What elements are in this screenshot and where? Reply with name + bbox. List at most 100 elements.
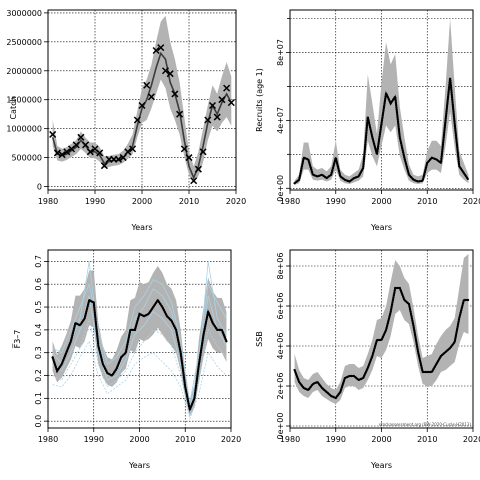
observation-point [77,133,85,141]
x-tick-label: 2020 [463,197,480,206]
x-tick-label: 2020 [463,435,480,444]
y-axis-title: Catch [9,96,18,119]
observation-point [161,67,170,75]
y-axis-title: Recruits (age 1) [255,68,264,132]
age-line [52,318,227,417]
observation-point [171,90,179,98]
y-tick-label: 8e+07 [276,39,285,66]
observation-point [138,101,146,110]
observation-point [157,44,165,52]
y-tick-label: 4e+07 [276,107,285,134]
observation-point [213,113,221,121]
x-tick-label: 1990 [84,435,104,444]
y-tick-label: 2e+06 [276,373,285,400]
estimate-dots [293,286,470,400]
x-tick-label: 2020 [226,197,246,206]
x-tick-label: 1990 [326,435,346,444]
observation-point [180,145,188,153]
age-line [52,279,227,403]
estimate-dots [293,77,470,185]
x-tick-label: 1990 [85,197,105,206]
observation-point [86,148,94,156]
observation-point [147,93,155,101]
y-axis-title: SSB [255,331,264,347]
y-tick-label: 2000000 [6,67,42,76]
observation-point [49,130,57,138]
y-axis-title: F̅3–7 [12,330,22,349]
observation-point [119,154,127,162]
y-tick-label: 0.6 [34,278,43,291]
x-tick-label: 2000 [132,197,152,206]
observation-point [199,148,207,156]
observation-point [190,177,198,185]
observation-point [53,149,61,157]
observation-point [82,141,90,149]
x-axis-title: Years [130,223,152,232]
y-tick-label: 8e+06 [276,253,285,280]
observation-point [204,116,212,124]
y-tick-label: 6e+06 [276,293,285,320]
observation-point [114,155,123,163]
age-line [52,340,227,421]
observation-point [185,154,193,162]
x-tick-label: 1990 [326,197,346,206]
confidence-band [294,254,469,404]
x-axis-title: Years [128,461,150,470]
x-tick-label: 2010 [175,435,195,444]
y-tick-label: 0.2 [34,369,43,382]
x-axis-title: Years [370,461,392,470]
x-tick-label: 2020 [221,435,241,444]
observation-point [152,46,160,55]
observation-point [176,110,184,118]
x-tick-label: 1980 [38,197,58,206]
y-tick-label: 0.1 [34,392,43,405]
x-tick-label: 2010 [417,197,437,206]
x-tick-label: 2000 [371,197,391,206]
y-tick-label: 0.0 [34,415,43,428]
observation-point [96,149,104,157]
observation-point [124,148,132,156]
x-tick-label: 2010 [179,197,199,206]
x-axis-title: Years [370,223,392,232]
x-tick-label: 1980 [38,435,58,444]
catch-panel: 1980 1990 2000 2010 2020 0 500000 1000000 150000… [6,9,246,232]
y-tick-label: 0e+00 [276,175,285,202]
y-tick-label: 4e+06 [276,333,285,360]
observation-point [208,101,217,110]
observation-point [143,81,151,89]
observation-point [58,151,66,159]
observation-point [72,141,80,149]
observation-point [133,116,141,124]
observation-point [227,99,235,107]
confidence-band [294,18,469,185]
y-tick-label: 1500000 [6,96,42,105]
observation-point [223,84,231,92]
y-tick-label: 2500000 [6,38,42,47]
x-tick-label: 2000 [129,435,149,444]
y-tick-label: 0e+00 [276,413,285,440]
observation-point [129,145,137,153]
y-tick-label: 0.7 [34,255,43,268]
confidence-band [52,15,232,184]
fishing-mortality-panel: 1980 1990 2000 2010 2020 0.0 0.1 0.2 0.3 0.4 0.5 0.… [12,249,241,470]
observation-point [218,96,226,104]
confidence-band [52,265,227,417]
y-tick-label: 0.5 [34,301,43,314]
y-tick-label: 0.3 [34,346,43,359]
observation-point [63,148,71,156]
ssb-panel: 1980 1990 2000 2010 2020 0e+00 2e+06 4e+06 6e+06… [255,249,480,470]
recruits-panel: 1980 1990 2000 2010 2020 0e+00 4e+07 8e+07 Years… [255,9,480,232]
observation-point [166,70,174,78]
y-tick-label: 0 [37,183,42,192]
watermark-text: stockassessment.org (BW-2020-Curás-H2013… [379,422,472,427]
x-tick-label: 1980 [280,435,300,444]
y-tick-label: 1000000 [6,125,42,134]
x-tick-label: 2000 [371,435,391,444]
x-tick-label: 2010 [417,435,437,444]
y-tick-label: 3000000 [6,9,42,18]
x-tick-label: 1980 [280,197,300,206]
observation-point [100,162,108,170]
estimate-dots [51,298,228,414]
